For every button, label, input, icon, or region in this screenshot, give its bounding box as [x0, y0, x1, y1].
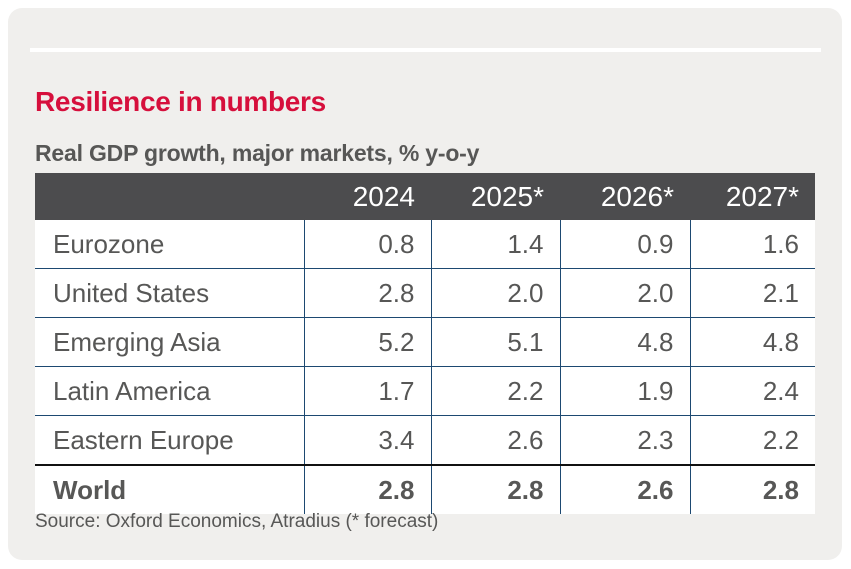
header-cell-2024: 2024: [304, 173, 431, 220]
value-cell: 2.2: [430, 366, 560, 416]
row-label: Latin America: [35, 366, 304, 416]
header-cell-blank: [35, 173, 304, 220]
value-cell: 1.7: [303, 366, 431, 416]
table-header-row: 2024 2025* 2026* 2027*: [35, 173, 815, 220]
row-label: World: [35, 464, 304, 514]
table-body: Eurozone 0.8 1.4 0.9 1.6 United States 2.8 2.0 2…: [35, 220, 815, 514]
value-cell: 2.2: [689, 415, 815, 465]
value-cell: 2.8: [303, 268, 431, 318]
table-row: Eurozone 0.8 1.4 0.9 1.6: [35, 220, 815, 269]
value-cell: 0.8: [303, 220, 431, 269]
header-cell-2025: 2025*: [431, 173, 560, 220]
value-cell: 4.8: [559, 317, 690, 367]
value-cell: 5.1: [430, 317, 560, 367]
value-cell: 5.2: [303, 317, 431, 367]
value-cell: 1.4: [430, 220, 560, 269]
value-cell: 4.8: [689, 317, 815, 367]
page-subtitle: Real GDP growth, major markets, % y-o-y: [35, 140, 480, 166]
source-note: Source: Oxford Economics, Atradius (* fo…: [35, 511, 439, 532]
value-cell: 2.1: [689, 268, 815, 318]
table-row: United States 2.8 2.0 2.0 2.1: [35, 268, 815, 318]
value-cell: 2.8: [689, 464, 815, 514]
value-cell: 2.4: [689, 366, 815, 416]
table-row: Latin America 1.7 2.2 1.9 2.4: [35, 366, 815, 416]
value-cell: 0.9: [559, 220, 690, 269]
gdp-growth-table: 2024 2025* 2026* 2027* Eurozone 0.8 1.4 0.9…: [35, 173, 815, 514]
content-card: Resilience in numbers Real GDP growth, m…: [8, 8, 842, 560]
table-row: World 2.8 2.8 2.6 2.8: [35, 464, 815, 514]
row-label: Eastern Europe: [35, 415, 304, 465]
value-cell: 2.0: [430, 268, 560, 318]
value-cell: 2.6: [559, 464, 690, 514]
value-cell: 2.6: [430, 415, 560, 465]
page-title: Resilience in numbers: [35, 86, 326, 117]
value-cell: 2.3: [559, 415, 690, 465]
header-cell-2026: 2026*: [560, 173, 690, 220]
table-row: Emerging Asia 5.2 5.1 4.8 4.8: [35, 317, 815, 367]
value-cell: 1.6: [689, 220, 815, 269]
header-cell-2027: 2027*: [690, 173, 815, 220]
value-cell: 2.0: [559, 268, 690, 318]
value-cell: 2.8: [430, 464, 560, 514]
value-cell: 1.9: [559, 366, 690, 416]
row-label: United States: [35, 268, 304, 318]
top-divider: [30, 48, 821, 52]
row-label: Eurozone: [35, 220, 304, 269]
value-cell: 3.4: [303, 415, 431, 465]
table-row: Eastern Europe 3.4 2.6 2.3 2.2: [35, 415, 815, 465]
value-cell: 2.8: [303, 464, 431, 514]
row-label: Emerging Asia: [35, 317, 304, 367]
